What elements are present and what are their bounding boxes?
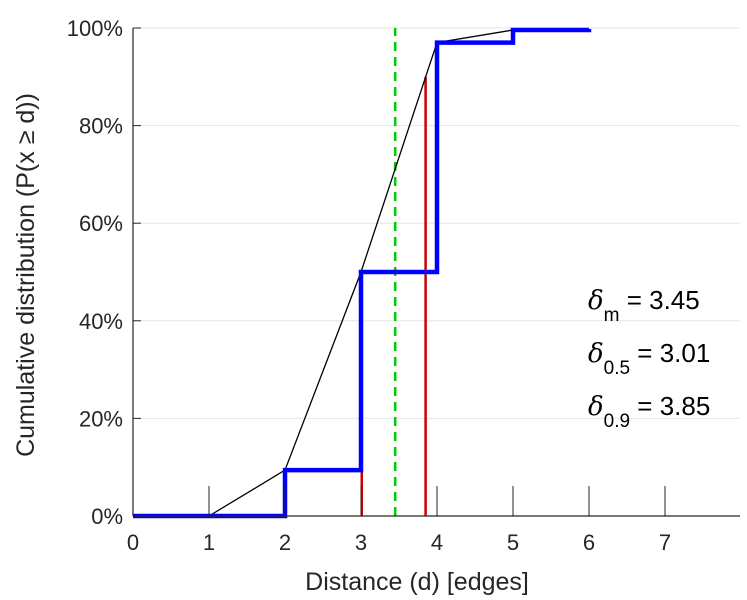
axes <box>132 27 740 517</box>
y-tick-label: 20% <box>79 406 123 431</box>
x-tick-label: 4 <box>431 530 443 555</box>
statistics-annotations: δm = 3.45 δ0.5 = 3.01 δ0.9 = 3.85 <box>588 285 710 432</box>
annotation-text: δm = 3.45 <box>588 285 700 326</box>
x-tick-label: 1 <box>203 530 215 555</box>
series-lines <box>133 27 592 519</box>
x-tick-label: 7 <box>659 530 671 555</box>
annotation-text: δ0.5 = 3.01 <box>588 338 710 379</box>
x-tick-label: 6 <box>583 530 595 555</box>
y-tick-label: 100% <box>67 16 123 41</box>
y-tick-label: 0% <box>91 504 123 529</box>
x-tick-label: 5 <box>507 530 519 555</box>
y-tick-label: 80% <box>79 114 123 139</box>
x-tick-label: 0 <box>127 530 139 555</box>
tick-labels: 0% 20% 40% 60% 80% 100% 0 1 2 3 4 5 6 7 <box>67 16 671 555</box>
step-series-line <box>133 27 592 519</box>
x-axis-title: Distance (d) [edges] <box>305 568 529 596</box>
y-tick-label: 40% <box>79 309 123 334</box>
y-axis-title: Cumulative distribution (P(x ≥ d)) <box>12 93 40 457</box>
y-tick-label: 60% <box>79 211 123 236</box>
annotation-text: δ0.9 = 3.85 <box>588 391 710 432</box>
x-tick-label: 2 <box>279 530 291 555</box>
x-tick-label: 3 <box>355 530 367 555</box>
